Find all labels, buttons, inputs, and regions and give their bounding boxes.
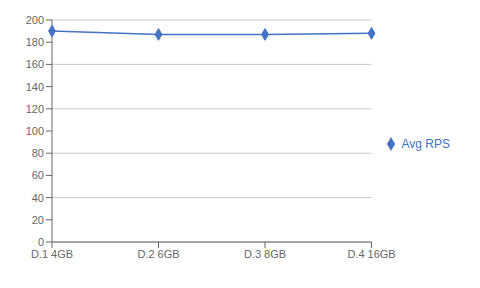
svg-text:0: 0 xyxy=(38,236,44,248)
svg-text:120: 120 xyxy=(26,103,44,115)
svg-text:D.4 16GB: D.4 16GB xyxy=(347,248,395,260)
svg-text:160: 160 xyxy=(26,58,44,70)
svg-text:D.3 8GB: D.3 8GB xyxy=(244,248,286,260)
svg-text:40: 40 xyxy=(32,192,44,204)
svg-text:80: 80 xyxy=(32,147,44,159)
svg-text:200: 200 xyxy=(26,14,44,26)
svg-text:20: 20 xyxy=(32,214,44,226)
svg-text:180: 180 xyxy=(26,36,44,48)
svg-text:60: 60 xyxy=(32,169,44,181)
html-text:Avg RPS: Avg RPS xyxy=(401,136,450,151)
svg-text:140: 140 xyxy=(26,81,44,93)
svg-text:D.1 4GB: D.1 4GB xyxy=(31,248,73,260)
svg-text:D.2 6GB: D.2 6GB xyxy=(137,248,179,260)
svg-text:100: 100 xyxy=(26,125,44,137)
